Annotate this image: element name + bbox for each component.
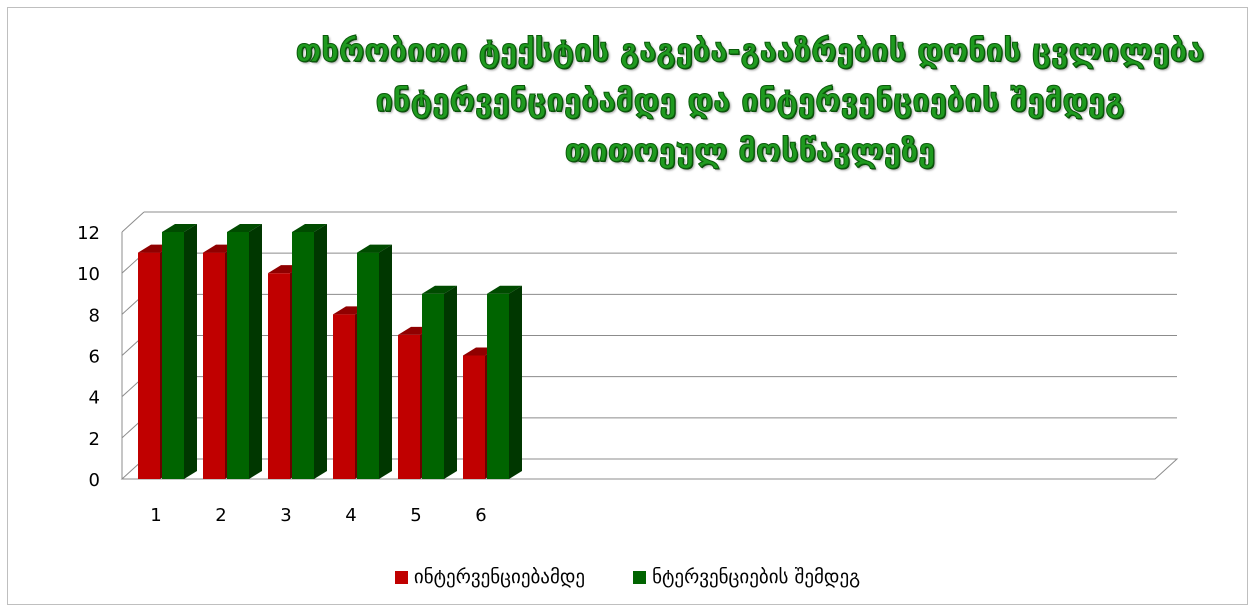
bar-after-top [487,285,522,294]
bar-after-top [162,224,197,232]
chart-title-line-1: თხრობითი ტექსტის გაგება-გააზრების დონის … [295,33,1205,70]
legend-swatch-before [394,570,408,584]
bar-after-top [227,224,262,232]
y-tick-label: 6 [89,347,100,368]
legend-item-before: ინტერვენციებამდე [394,566,586,588]
bar-before [138,252,160,479]
y-tick-label: 2 [89,429,100,450]
y-tick-label: 12 [77,223,100,244]
bar-after-side [314,224,327,479]
bar-after [292,232,314,479]
chart-title: თხრობითი ტექსტის გაგება-გააზრების დონის … [250,26,1250,176]
x-tick-label: 5 [410,505,421,526]
bar-after-top [292,224,327,232]
chart-title-line-2: ინტერვენციებამდე და ინტერვენციების შემდე… [375,83,1125,120]
bar-after-side [509,285,522,479]
legend: ინტერვენციებამდე ნტერვენციების შემდეგ [0,566,1255,588]
chart-title-line-3: თითოეულ მოსწავლეზე [564,133,936,170]
bar-after-side [379,244,392,479]
gridline-depth [121,211,145,233]
y-tick-label: 10 [77,264,100,285]
bar-after-side [249,224,262,479]
legend-label-after: ნტერვენციების შემდეგ [652,566,861,588]
bar-after-top [422,285,457,294]
chart-floor [120,458,1179,480]
legend-label-before: ინტერვენციებამდე [413,566,586,588]
legend-swatch-after [633,570,647,584]
y-tick-label: 8 [89,305,100,326]
bar-before [463,355,485,479]
bar-after [487,293,509,479]
bar-after [422,293,444,479]
x-tick-label: 2 [215,505,226,526]
bar-after [162,232,184,479]
x-tick-label: 3 [280,505,291,526]
bar-before [333,314,355,479]
bar-after [227,232,249,479]
bar-before [268,273,290,479]
bar-after-top [357,244,392,253]
y-tick-label: 0 [89,470,100,491]
bar-before [203,252,225,479]
x-tick-label: 6 [475,505,486,526]
bar-after [357,252,379,479]
bar-before [398,334,420,479]
y-tick-label: 4 [89,388,100,409]
bar-after-side [444,285,457,479]
x-tick-label: 1 [150,505,161,526]
bar-after-side [184,224,197,479]
x-tick-label: 4 [345,505,356,526]
legend-item-after: ნტერვენციების შემდეგ [633,566,860,588]
